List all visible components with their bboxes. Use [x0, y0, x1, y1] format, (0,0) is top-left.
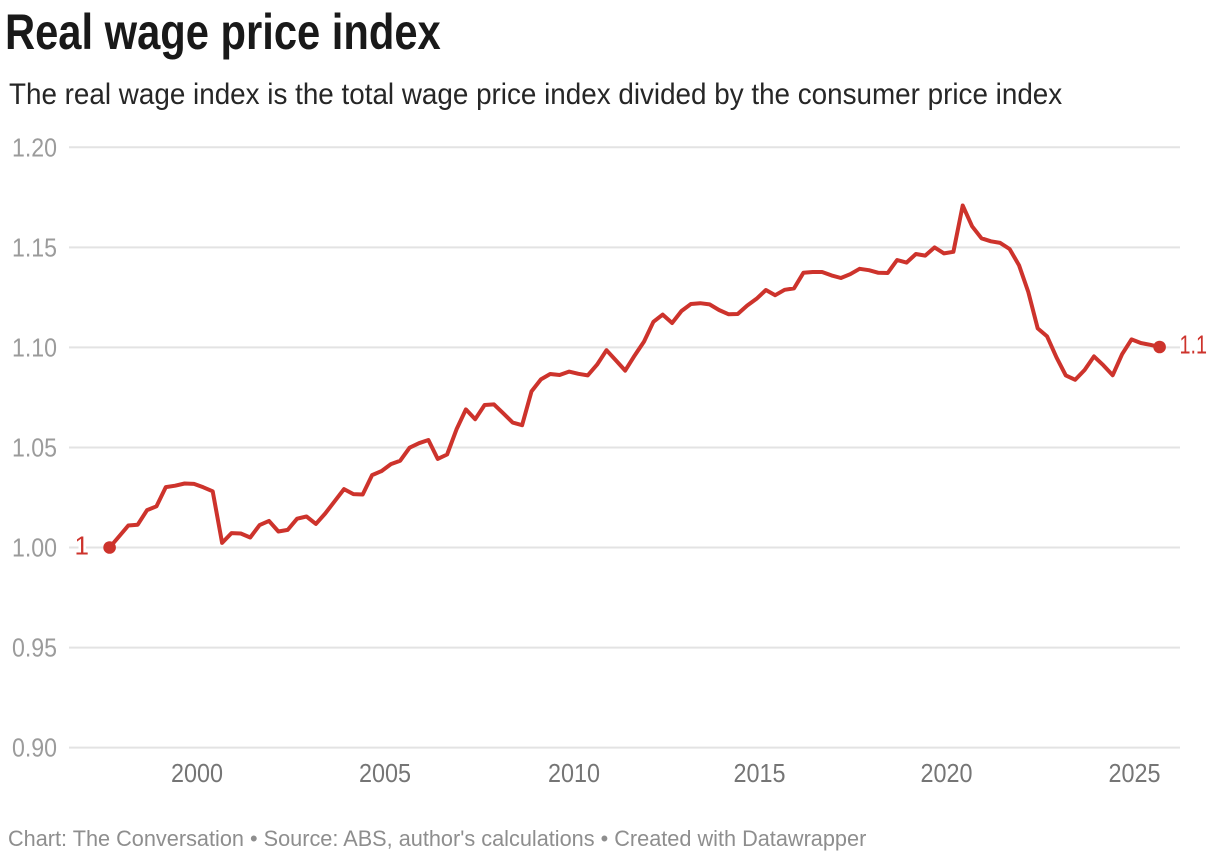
svg-text:1.20: 1.20	[12, 132, 57, 162]
svg-text:1.00: 1.00	[12, 533, 57, 563]
svg-text:2025: 2025	[1109, 758, 1161, 788]
svg-text:2000: 2000	[171, 758, 223, 788]
svg-text:2020: 2020	[921, 758, 973, 788]
svg-text:1.10: 1.10	[12, 332, 57, 362]
svg-text:2010: 2010	[548, 758, 600, 788]
svg-text:1: 1	[75, 530, 89, 560]
svg-text:1.05: 1.05	[12, 433, 57, 463]
svg-text:1.15: 1.15	[12, 232, 57, 262]
svg-text:1.1: 1.1	[1180, 329, 1208, 359]
svg-text:2015: 2015	[734, 758, 786, 788]
svg-text:2005: 2005	[359, 758, 411, 788]
svg-text:0.90: 0.90	[12, 733, 57, 763]
svg-text:0.95: 0.95	[12, 633, 57, 663]
